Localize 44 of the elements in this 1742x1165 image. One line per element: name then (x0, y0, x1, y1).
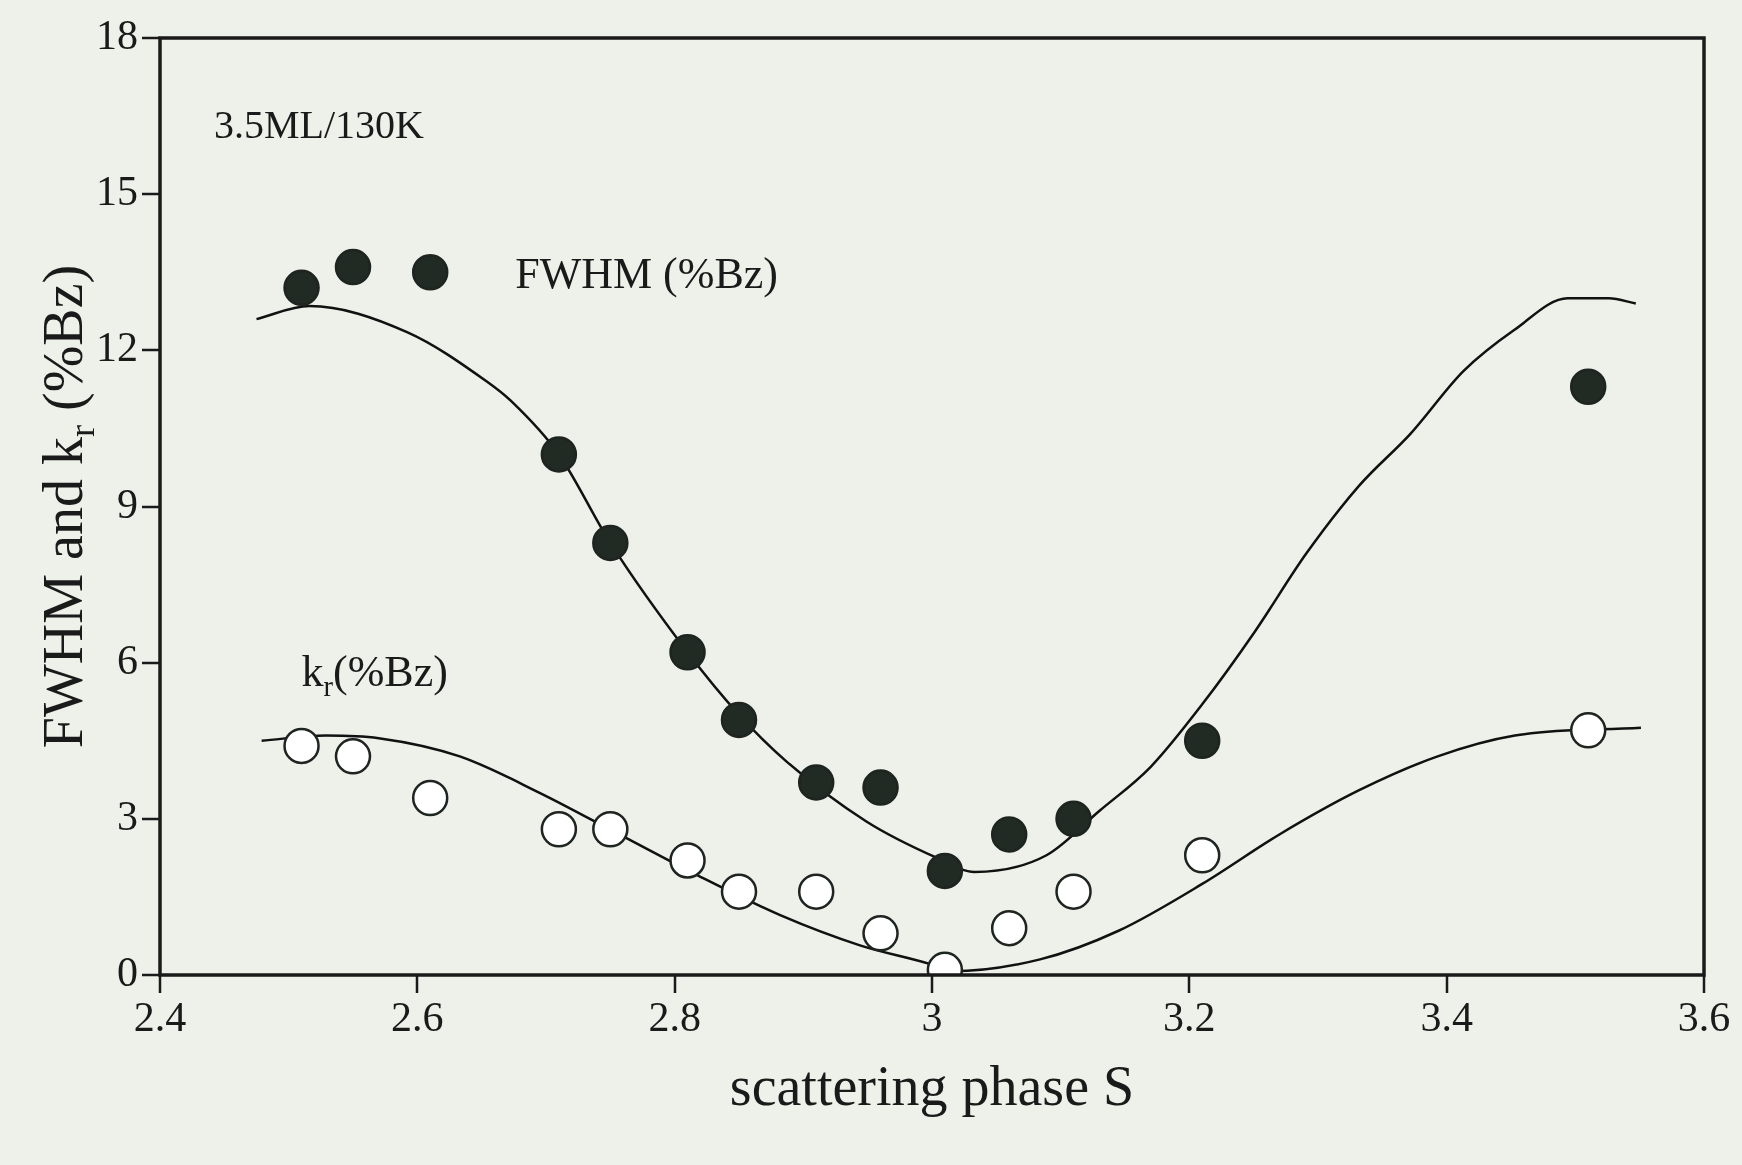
y-tick-label: 0 (117, 949, 138, 996)
point (797, 764, 835, 801)
point (1055, 800, 1092, 838)
point (1569, 712, 1607, 749)
y-tick-label: 18 (96, 12, 138, 59)
point (990, 816, 1028, 853)
point (720, 701, 758, 739)
x-tick-label: 2.6 (391, 994, 444, 1041)
series-label: FWHM (%Bz) (515, 249, 778, 299)
point (1183, 722, 1221, 759)
y-tick-label: 12 (96, 324, 138, 371)
point (669, 842, 706, 879)
point (283, 727, 320, 765)
x-tick-label: 3 (921, 994, 943, 1041)
point (540, 810, 578, 848)
x-tick-label: 2.8 (648, 994, 701, 1041)
annotation: 3.5ML/130K (214, 102, 425, 147)
point (1183, 837, 1221, 874)
point (720, 873, 758, 910)
point (540, 436, 578, 473)
y-tick-label: 9 (117, 480, 138, 527)
point (334, 738, 372, 775)
point (797, 873, 835, 910)
y-tick-label: 6 (117, 636, 138, 683)
x-tick-label: 2.4 (133, 994, 187, 1041)
point (990, 909, 1028, 947)
point (283, 269, 320, 307)
x-tick-label: 3.4 (1420, 994, 1473, 1041)
point (862, 769, 899, 806)
x-axis-title: scattering phase S (729, 1055, 1135, 1117)
point (592, 810, 629, 848)
point (592, 524, 629, 562)
y-tick-label: 3 (117, 792, 138, 839)
point (334, 248, 372, 286)
point (1569, 368, 1607, 406)
point (411, 779, 449, 817)
point (1055, 873, 1092, 910)
point (411, 254, 449, 291)
y-tick-label: 15 (96, 168, 138, 215)
x-tick-label: 3.2 (1163, 994, 1216, 1041)
point (926, 852, 964, 890)
point (862, 915, 899, 952)
x-tick-label: 3.6 (1677, 994, 1731, 1041)
point (669, 634, 706, 671)
